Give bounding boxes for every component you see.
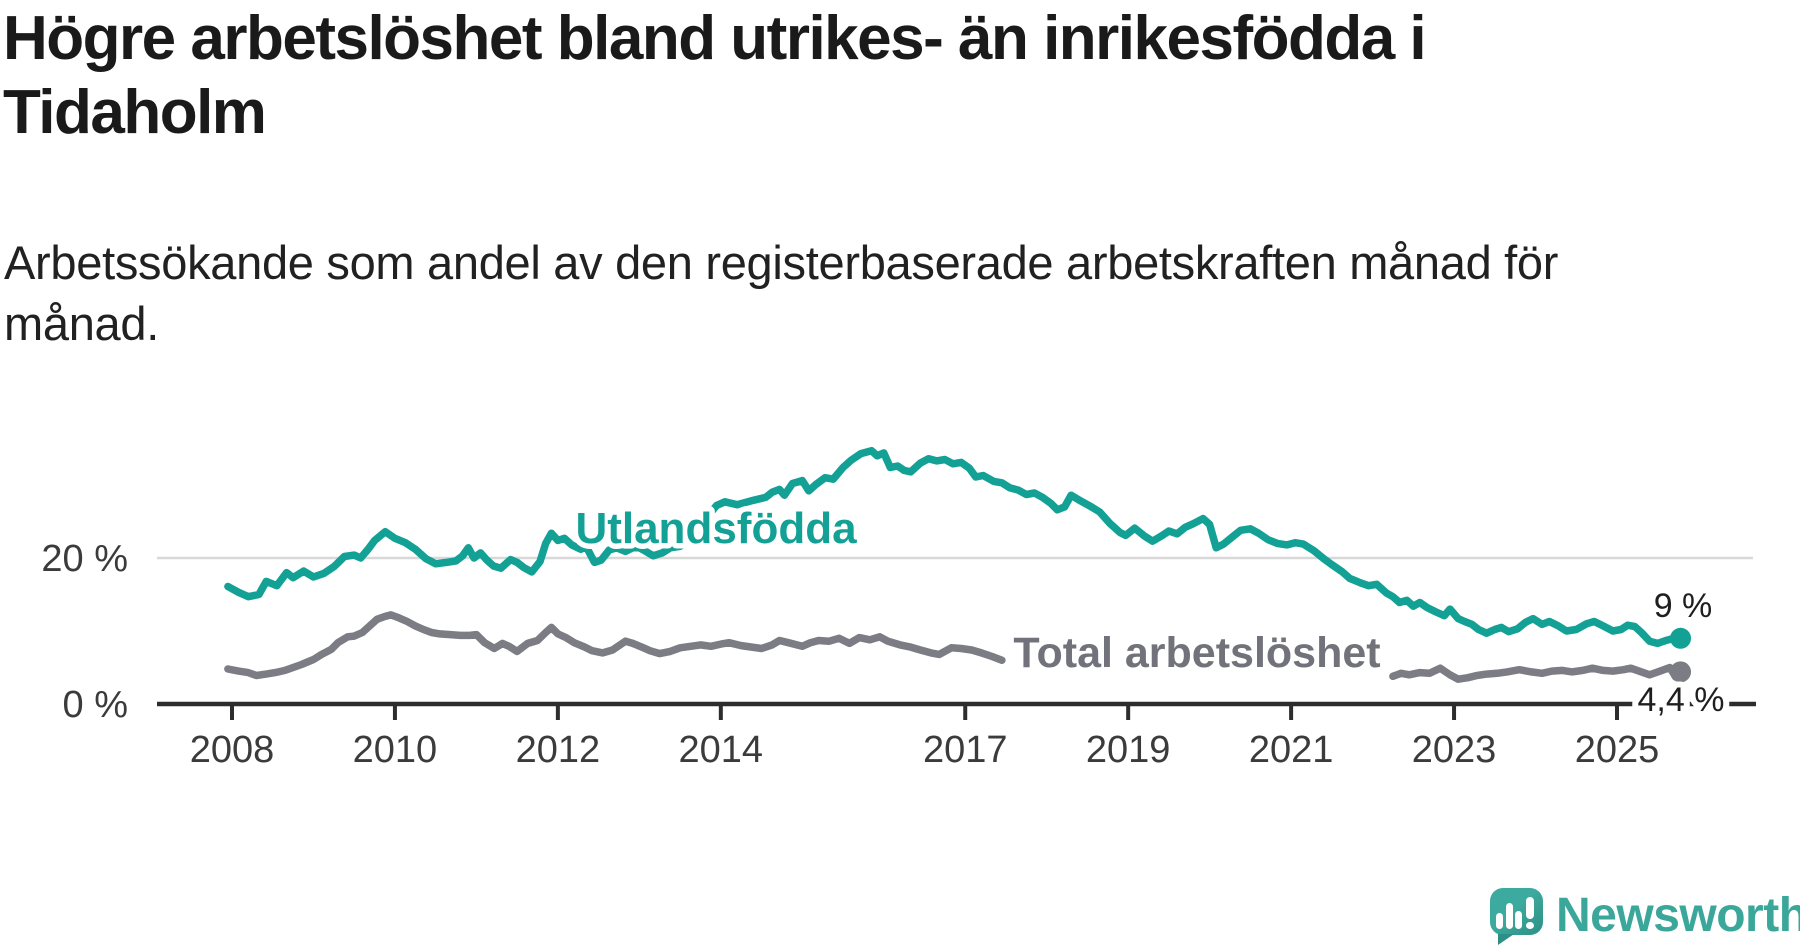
- x-tick-label: 2008: [190, 729, 275, 771]
- series-line-total: [1389, 663, 1685, 683]
- x-tick-label: 2025: [1575, 729, 1660, 771]
- series-end-dot-utlandsfodda: [1670, 627, 1692, 649]
- x-tick-label: 2021: [1249, 729, 1334, 771]
- newsworthy-logo: Newsworthy: [1488, 884, 1800, 948]
- series-end-value-label: 9 %: [1654, 587, 1713, 625]
- page-title: Högre arbetslöshet bland utrikes- än inr…: [3, 4, 1427, 147]
- logo-bar-icon: [1496, 913, 1503, 929]
- y-tick-label: 20 %: [41, 538, 128, 580]
- x-tick-label: 2019: [1086, 729, 1171, 771]
- x-tick-label: 2012: [516, 729, 601, 771]
- speech-bubble-tail-icon: [1498, 934, 1514, 945]
- page-subtitle: Arbetssökande som andel av den registerb…: [4, 236, 1559, 350]
- x-tick-label: 2017: [923, 729, 1008, 771]
- newsworthy-icon: [1490, 888, 1543, 935]
- series-label: Total arbetslöshet: [1013, 629, 1380, 677]
- series-label: Utlandsfödda: [575, 504, 857, 553]
- logo-exclamation-dot-icon: [1526, 922, 1534, 929]
- series-end-value-label: 4,4 %: [1638, 681, 1725, 719]
- x-tick-label: 2010: [353, 729, 438, 771]
- x-tick-label: 2014: [679, 729, 764, 771]
- logo-exclamation-icon: [1526, 897, 1534, 919]
- series-line-total: [224, 611, 1006, 680]
- series-end-dot-total: [1670, 661, 1692, 683]
- logo-bar-icon: [1515, 911, 1522, 929]
- x-tick-label: 2023: [1412, 729, 1497, 771]
- logo-text: Newsworthy: [1556, 889, 1800, 942]
- logo-bar-icon: [1506, 903, 1513, 929]
- series-line-utlandsfodda: [224, 446, 1685, 648]
- y-tick-label: 0 %: [63, 684, 128, 726]
